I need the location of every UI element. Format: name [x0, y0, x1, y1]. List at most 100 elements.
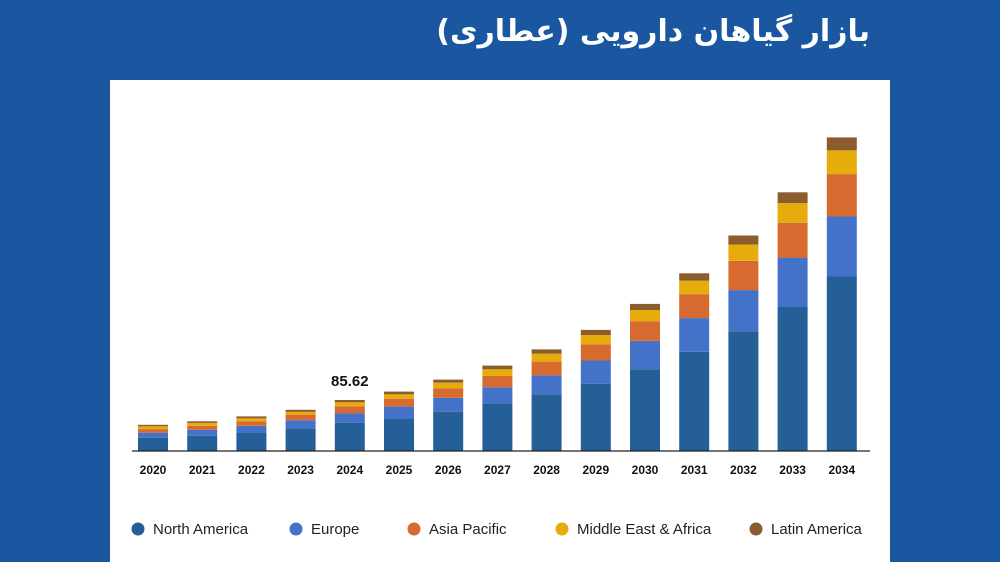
bar-segment-2028-north-america [531, 394, 562, 451]
bar-segment-2031-north-america [679, 351, 710, 451]
bar-segment-2023-asia-pacific [285, 414, 316, 421]
bar-segment-2033-asia-pacific [777, 222, 808, 258]
bar-segment-2023-north-america [285, 428, 316, 451]
bar-segment-2025-north-america [384, 418, 414, 451]
bar-segment-2022-latin-america [236, 416, 267, 419]
bar-segment-2032-middle-east-africa [728, 244, 759, 261]
bar-segment-2034-latin-america [826, 137, 857, 151]
bar-segment-2034-asia-pacific [826, 174, 857, 217]
bar-segment-2021-asia-pacific [187, 425, 218, 430]
bar-segment-2020-north-america [138, 437, 168, 451]
bar-segment-2028-asia-pacific [531, 361, 562, 376]
x-tick-label-2030: 2030 [632, 463, 659, 477]
x-tick-label-2022: 2022 [238, 463, 265, 477]
bar-segment-2022-europe [236, 425, 267, 434]
legend-marker-middle-east-africa [555, 522, 569, 536]
bar-segment-2026-latin-america [433, 379, 464, 383]
stacked-bar-chart: 2020 2021 2022 2023 2024 2025 2026 2027 2028 2029… [131, 137, 870, 538]
bar-segment-2031-asia-pacific [679, 294, 710, 319]
bar-segment-2029-north-america [580, 383, 611, 451]
bar-segment-2021-europe [187, 429, 218, 436]
bar-segment-2025-latin-america [384, 391, 414, 395]
legend-label-europe: Europe [311, 521, 359, 538]
bar-segment-2026-europe [433, 397, 464, 412]
bar-segment-2027-latin-america [482, 365, 513, 370]
bar-segment-2034-europe [826, 216, 857, 277]
data-label-2024: 85.62 [331, 373, 369, 390]
bar-segment-2032-latin-america [728, 235, 759, 245]
bar-segment-2033-north-america [777, 307, 808, 451]
bar-segment-2026-north-america [433, 411, 464, 451]
bar-segment-2029-europe [580, 360, 611, 384]
legend-marker-latin-america [749, 522, 763, 536]
x-tick-label-2032: 2032 [730, 463, 757, 477]
bar-segment-2032-north-america [728, 331, 759, 451]
bar-segment-2031-latin-america [679, 273, 710, 281]
bar-segment-2030-europe [630, 340, 660, 370]
x-tick-label-2033: 2033 [779, 463, 806, 477]
bar-segment-2034-middle-east-africa [826, 150, 857, 175]
x-tick-label-2034: 2034 [828, 463, 855, 477]
bar-segment-2029-middle-east-africa [580, 335, 611, 345]
x-tick-label-2020: 2020 [140, 463, 167, 477]
bar-segment-2032-asia-pacific [728, 260, 759, 291]
bar-segment-2021-north-america [187, 435, 218, 451]
legend-marker-asia-pacific [407, 522, 421, 536]
bar-segment-2022-north-america [236, 433, 267, 451]
x-tick-label-2025: 2025 [386, 463, 413, 477]
bar-segment-2034-north-america [826, 276, 857, 451]
bar-segment-2028-europe [531, 375, 562, 395]
x-tick-label-2023: 2023 [287, 463, 314, 477]
bar-segment-2022-middle-east-africa [236, 418, 267, 422]
bar-segment-2032-europe [728, 290, 759, 332]
bar-segment-2025-middle-east-africa [384, 394, 414, 399]
bar-segment-2024-latin-america [334, 400, 365, 403]
x-tick-label-2031: 2031 [681, 463, 708, 477]
legend-label-asia-pacific: Asia Pacific [429, 521, 507, 538]
x-tick-label-2024: 2024 [336, 463, 363, 477]
bar-segment-2023-europe [285, 420, 316, 429]
x-tick-label-2027: 2027 [484, 463, 511, 477]
legend-marker-europe [289, 522, 303, 536]
bar-segment-2021-middle-east-africa [187, 423, 218, 426]
bar-segment-2020-asia-pacific [138, 429, 168, 433]
bar-segment-2031-middle-east-africa [679, 280, 710, 295]
bar-segment-2033-middle-east-africa [777, 203, 808, 223]
bar-segment-2031-europe [679, 318, 710, 352]
bar-segment-2027-north-america [482, 403, 513, 451]
bar-segment-2025-europe [384, 406, 414, 419]
bar-segment-2020-latin-america [138, 424, 168, 427]
bar-segment-2033-europe [777, 257, 808, 307]
bar-segment-2030-latin-america [630, 303, 660, 310]
bar-segment-2029-latin-america [580, 329, 611, 335]
bar-segment-2023-middle-east-africa [285, 411, 316, 415]
bar-segment-2028-latin-america [531, 349, 562, 354]
bar-segment-2024-middle-east-africa [334, 402, 365, 407]
legend-marker-north-america [131, 522, 145, 536]
x-tick-label-2026: 2026 [435, 463, 462, 477]
page-title: بازار گیاهان دارویی (عطاری) [436, 14, 870, 49]
bar-segment-2027-middle-east-africa [482, 369, 513, 376]
bar-segment-2033-latin-america [777, 192, 808, 204]
bar-segment-2024-europe [334, 413, 365, 423]
bar-segment-2029-asia-pacific [580, 344, 611, 361]
bar-segment-2030-middle-east-africa [630, 310, 660, 322]
legend-label-north-america: North America [153, 521, 249, 538]
legend-label-latin-america: Latin America [771, 521, 863, 538]
bar-segment-2020-middle-east-africa [138, 426, 168, 430]
bar-segment-2027-asia-pacific [482, 375, 513, 388]
bar-segment-2025-asia-pacific [384, 398, 414, 407]
legend-label-middle-east-africa: Middle East & Africa [577, 521, 712, 538]
bar-segment-2024-asia-pacific [334, 406, 365, 414]
x-tick-label-2029: 2029 [582, 463, 609, 477]
bar-segment-2026-middle-east-africa [433, 382, 464, 389]
bar-segment-2024-north-america [334, 422, 365, 451]
x-tick-label-2021: 2021 [189, 463, 216, 477]
bar-segment-2028-middle-east-africa [531, 353, 562, 362]
bar-segment-2026-asia-pacific [433, 388, 464, 398]
bar-segment-2022-asia-pacific [236, 421, 267, 426]
bar-segment-2027-europe [482, 387, 513, 404]
bar-segment-2021-latin-america [187, 421, 218, 423]
bar-segment-2020-europe [138, 432, 168, 438]
chart-panel: 2020 2021 2022 2023 2024 2025 2026 2027 2028 2029… [110, 80, 890, 562]
